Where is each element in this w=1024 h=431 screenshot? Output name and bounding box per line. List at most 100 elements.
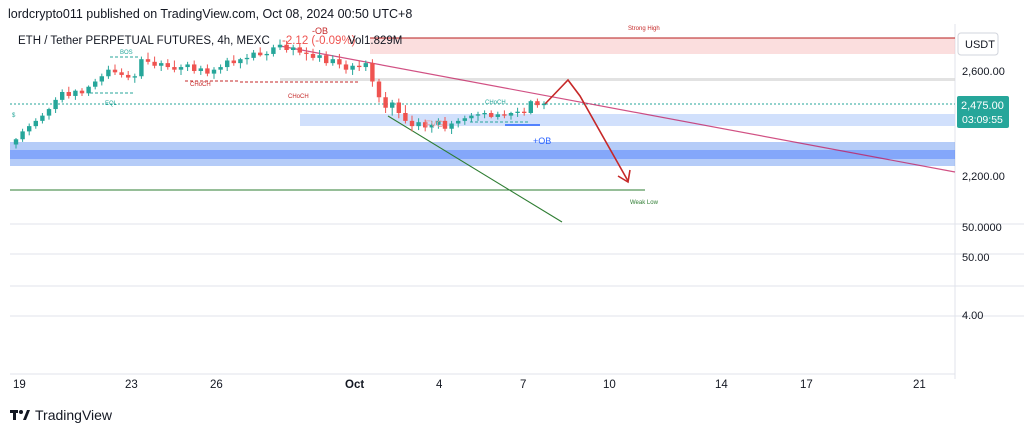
- support-zone: [10, 142, 955, 166]
- candle-body: [218, 67, 223, 70]
- candle-body: [53, 99, 58, 110]
- candle-body: [416, 122, 421, 127]
- footer-brand: TradingView: [35, 407, 113, 423]
- chart-annotation: $: [12, 113, 16, 119]
- candle-body: [46, 109, 52, 116]
- candle-body: [106, 69, 111, 77]
- price-tick-label: 4.00: [962, 310, 983, 322]
- candle-body: [423, 122, 428, 128]
- price-tick-label: 2,200.00: [962, 171, 1005, 183]
- time-tick-label: 4: [436, 379, 443, 391]
- candle-body: [73, 90, 78, 96]
- publication-header: lordcrypto011 published on TradingView.c…: [8, 7, 413, 21]
- candle-body: [383, 97, 388, 108]
- last-price-text: 2,475.00: [961, 100, 1004, 112]
- price-chart[interactable]: Strong High -OB BOS EQL CHoCH CHoCH CHoCH FVG +O…: [0, 24, 1024, 404]
- candle-body: [324, 55, 329, 64]
- candle-body: [271, 47, 276, 54]
- time-tick-label: 14: [715, 379, 728, 391]
- price-tick-label: 2,600.00: [962, 66, 1005, 78]
- candle-body: [376, 81, 382, 98]
- candle-body: [198, 68, 203, 71]
- candle-body: [284, 44, 289, 50]
- candle-body: [343, 64, 349, 70]
- symbol-volume: Vol1.829M: [348, 35, 402, 47]
- candle-body: [192, 64, 197, 71]
- symbol-change: -2.12 (-0.09%): [282, 35, 356, 47]
- candle-body: [528, 101, 533, 113]
- descending-trendline: [279, 45, 956, 173]
- projection-arrow: [544, 78, 629, 182]
- ob-band-blue-1: [300, 114, 955, 126]
- time-tick-label: 26: [210, 379, 223, 391]
- candle-body: [126, 74, 131, 78]
- countdown-text: 03:09:55: [962, 114, 1003, 126]
- candle-body: [244, 57, 250, 60]
- candle-body: [258, 52, 263, 56]
- candle-body: [231, 60, 236, 64]
- candle-body: [145, 59, 151, 62]
- ob-band-upper: [280, 78, 955, 81]
- chart-annotation: -OB: [312, 26, 328, 36]
- candle-body: [449, 123, 454, 129]
- chart-annotation: CHoCH: [190, 82, 211, 88]
- price-axis-ticks: 2,600.00 2,200.00 50.0000 50.00 4.00: [962, 66, 1005, 322]
- currency-button-bg[interactable]: [957, 32, 999, 56]
- candle-body: [495, 114, 500, 117]
- candle-body: [482, 113, 487, 115]
- candle-body: [112, 69, 118, 73]
- candle-body: [99, 76, 104, 82]
- candle-body: [66, 92, 71, 96]
- downtrend-line: [387, 115, 563, 223]
- candle-body: [251, 52, 256, 58]
- annotations-group: Strong High -OB BOS EQL CHoCH CHoCH CHoCH FVG +O…: [12, 26, 660, 206]
- chart-annotation: BOS: [120, 50, 133, 56]
- support-zone-core: [10, 150, 955, 159]
- candle-body: [350, 65, 355, 70]
- candle-body: [264, 53, 269, 56]
- candle-body: [409, 120, 415, 127]
- candle-body: [27, 126, 32, 132]
- chart-annotation: CHoCH: [485, 100, 506, 106]
- time-tick-label: 19: [13, 379, 26, 391]
- chart-annotation: +OB: [533, 136, 551, 146]
- candle-body: [185, 64, 190, 68]
- candle-body: [436, 120, 441, 125]
- candle-body: [462, 118, 467, 121]
- candle-body: [159, 63, 164, 66]
- candle-body: [357, 65, 362, 68]
- time-tick-label: 10: [603, 379, 616, 391]
- candle-body: [396, 102, 401, 113]
- candle-body: [40, 115, 45, 121]
- candle-body: [337, 59, 342, 65]
- candle-body: [79, 90, 85, 94]
- tradingview-logo-icon: [10, 410, 30, 420]
- candle-body: [469, 115, 474, 119]
- candle-body: [535, 101, 540, 106]
- candle-body: [13, 139, 19, 145]
- candle-body: [238, 59, 243, 64]
- time-axis-ticks: 19 23 26 Oct 4 7 10 14 17 21: [13, 379, 926, 391]
- candle-body: [139, 59, 144, 77]
- candle-body: [86, 86, 91, 94]
- currency-button-label[interactable]: USDT: [965, 39, 995, 51]
- candle-body: [60, 92, 65, 100]
- candle-body: [515, 111, 520, 113]
- chart-svg[interactable]: Strong High -OB BOS EQL CHoCH CHoCH CHoCH FVG +O…: [0, 24, 1024, 404]
- candle-body: [541, 103, 547, 106]
- candle-body: [152, 61, 157, 66]
- candle-body: [20, 131, 25, 140]
- candle-body: [502, 114, 507, 116]
- last-price-badge: [957, 96, 1009, 128]
- symbol-title: ETH / Tether PERPETUAL FUTURES, 4h, MEXC: [18, 35, 270, 47]
- candle-body: [475, 114, 481, 116]
- time-tick-label: 7: [520, 379, 526, 391]
- candle-body: [277, 44, 283, 48]
- time-tick-label: Oct: [345, 379, 364, 391]
- candle-body: [363, 63, 368, 68]
- candles-group: [13, 39, 547, 149]
- projection-arrowhead: [617, 169, 631, 184]
- candle-body: [489, 113, 494, 117]
- candle-body: [403, 113, 408, 121]
- chart-annotation: Weak Low: [630, 200, 659, 206]
